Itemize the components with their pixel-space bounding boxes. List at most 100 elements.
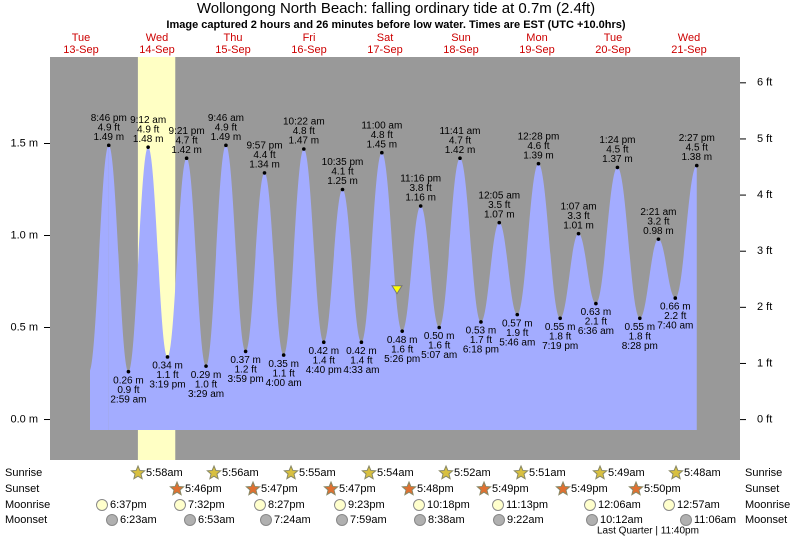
row-time: 7:24am bbox=[274, 514, 311, 526]
tide-label: 0.53 m bbox=[466, 326, 497, 337]
day-name: Wed bbox=[678, 32, 700, 44]
tide-point bbox=[321, 340, 326, 345]
moonset-icon bbox=[260, 514, 272, 526]
moonset-icon bbox=[414, 514, 426, 526]
tide-label: 4.1 ft bbox=[331, 167, 353, 178]
tide-label: 4.4 ft bbox=[253, 150, 275, 161]
tide-label: 4.7 ft bbox=[449, 135, 471, 146]
tide-label: 4:00 am bbox=[266, 378, 302, 389]
row-time: 9:22am bbox=[507, 514, 544, 526]
day-date: 21-Sep bbox=[671, 44, 706, 56]
tide-label: 1.25 m bbox=[327, 176, 358, 187]
day-date: 18-Sep bbox=[443, 44, 478, 56]
y2-tick-label: 4 ft bbox=[757, 189, 772, 201]
tide-label: 12:28 pm bbox=[518, 131, 560, 142]
row-time: 5:49am bbox=[608, 467, 645, 479]
row-time: 5:56am bbox=[222, 467, 259, 479]
tide-label: 0.9 ft bbox=[117, 385, 139, 396]
tide-label: 3.2 ft bbox=[647, 216, 669, 227]
row-time: 11:13pm bbox=[506, 499, 548, 511]
tide-label: 1.49 m bbox=[93, 132, 124, 143]
tide-point bbox=[126, 369, 131, 374]
tide-label: 1.45 m bbox=[367, 139, 398, 150]
tide-label: 1.49 m bbox=[211, 132, 242, 143]
moonrise-icon bbox=[492, 499, 504, 511]
tide-point bbox=[281, 353, 286, 357]
row-time: 5:58am bbox=[146, 467, 183, 479]
tide-label: 1.6 ft bbox=[428, 341, 450, 352]
tide-point bbox=[418, 204, 423, 208]
tide-point bbox=[146, 145, 150, 149]
tide-label: 1.47 m bbox=[289, 136, 320, 147]
y2-tick-label: 3 ft bbox=[757, 245, 772, 257]
tide-label: 0.63 m bbox=[581, 307, 612, 318]
tide-point bbox=[224, 143, 228, 148]
row-time: 8:38am bbox=[428, 514, 465, 526]
y2-tick-label: 5 ft bbox=[757, 133, 772, 145]
tide-label: 1:07 am bbox=[560, 201, 596, 212]
row-time: 9:23pm bbox=[348, 499, 385, 511]
tide-label: 1:24 pm bbox=[599, 135, 635, 146]
tide-label: 1.2 ft bbox=[234, 365, 256, 376]
row-time: 5:50pm bbox=[644, 483, 681, 495]
moonset-icon bbox=[106, 514, 118, 526]
day-date: 14-Sep bbox=[139, 44, 174, 56]
tide-point bbox=[638, 316, 642, 321]
tide-label: 0.29 m bbox=[191, 370, 222, 381]
tide-label: 1.4 ft bbox=[313, 355, 335, 366]
row-time: 5:46pm bbox=[185, 483, 222, 495]
tide-label: 1.1 ft bbox=[156, 370, 178, 381]
tide-label: 0.35 m bbox=[268, 359, 299, 370]
tide-label: 10:22 am bbox=[283, 117, 325, 128]
tide-label: 1.42 m bbox=[171, 145, 202, 156]
tide-label: 8:46 pm bbox=[91, 113, 127, 124]
tide-point bbox=[656, 237, 661, 241]
day-name: Tue bbox=[72, 32, 91, 44]
chart-title: Wollongong North Beach: falling ordinary… bbox=[197, 0, 595, 17]
tide-point bbox=[479, 320, 483, 324]
tide-label: 1.39 m bbox=[523, 150, 554, 161]
moonrise-icon bbox=[663, 499, 675, 511]
y-tick-label: 1.0 m bbox=[10, 229, 38, 241]
current-level-marker bbox=[391, 285, 403, 295]
tide-label: 3.3 ft bbox=[567, 211, 589, 222]
tide-label: 1.8 ft bbox=[549, 331, 571, 342]
tide-label: 3:59 pm bbox=[228, 374, 264, 385]
tide-label: 0.55 m bbox=[545, 322, 576, 333]
tide-label: 4:33 am bbox=[343, 365, 379, 376]
day-name: Wed bbox=[146, 32, 168, 44]
row-time: 8:27pm bbox=[268, 499, 305, 511]
tide-label: 4.5 ft bbox=[686, 143, 708, 154]
tide-point bbox=[673, 296, 678, 300]
tide-point bbox=[204, 364, 208, 368]
row-label: Sunset bbox=[5, 483, 39, 495]
tide-point bbox=[458, 156, 462, 161]
row-time: 5:55am bbox=[299, 467, 336, 479]
sunrise-icon bbox=[592, 464, 608, 480]
tide-label: 11:41 am bbox=[440, 126, 481, 137]
tide-label: 1.42 m bbox=[445, 145, 476, 156]
tide-point bbox=[359, 340, 364, 345]
tide-label: 4.8 ft bbox=[293, 126, 315, 137]
tide-label: 0.42 m bbox=[346, 346, 377, 357]
row-time: 5:51am bbox=[529, 467, 566, 479]
moonrise-icon bbox=[584, 499, 596, 511]
row-label: Moonset bbox=[5, 514, 47, 526]
row-label-right: Moonrise bbox=[745, 499, 790, 511]
moonset-icon bbox=[586, 514, 598, 526]
row-time: 5:47pm bbox=[261, 483, 298, 495]
tide-point bbox=[497, 220, 502, 225]
sunrise-icon bbox=[361, 464, 377, 480]
tide-label: 7:19 pm bbox=[542, 341, 578, 352]
row-time: 6:37pm bbox=[110, 499, 147, 511]
sunrise-icon bbox=[283, 464, 299, 480]
tide-label: 0.42 m bbox=[308, 346, 339, 357]
tide-label: 5:07 am bbox=[421, 350, 457, 361]
sunset-icon bbox=[169, 480, 185, 496]
tide-label: 4.8 ft bbox=[371, 130, 393, 141]
tide-label: 0.50 m bbox=[424, 331, 455, 342]
tide-point bbox=[302, 147, 306, 151]
tide-label: 3.5 ft bbox=[488, 200, 510, 211]
tide-label: 0.34 m bbox=[152, 361, 183, 372]
